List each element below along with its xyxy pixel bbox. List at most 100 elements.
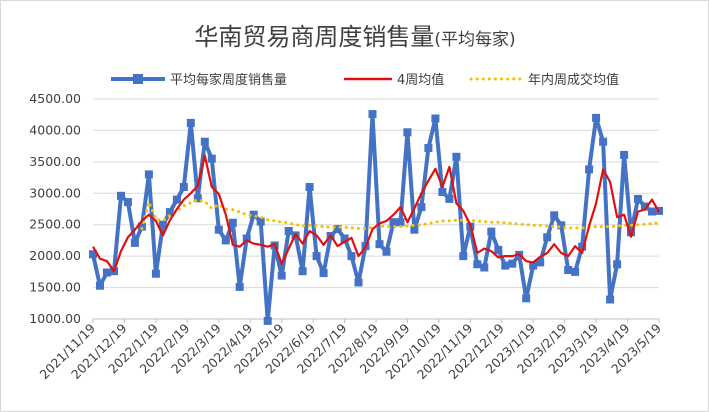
series-line	[91, 112, 660, 323]
series-point	[186, 118, 195, 127]
series-point	[305, 183, 314, 191]
legend-item-weekly-sales: 平均每家周度销售量	[111, 72, 287, 88]
series-point	[144, 170, 153, 179]
y-tick-label: 4500.00	[29, 91, 81, 106]
series-point	[487, 227, 496, 236]
series-point	[529, 261, 538, 270]
legend-item-4week-avg: 4周均值	[344, 72, 444, 88]
legend-label-annual-avg: 年内周成交均值	[528, 72, 619, 88]
series-point	[235, 282, 244, 291]
series-point	[648, 207, 656, 216]
series-point	[620, 150, 629, 159]
series-point	[599, 137, 608, 146]
chart-title-sub: (平均每家)	[434, 30, 515, 50]
series-point	[130, 238, 139, 247]
series-point	[410, 225, 419, 234]
series-point	[550, 211, 559, 220]
series-point	[494, 245, 503, 254]
legend-item-annual-avg: 年内周成交均值	[469, 72, 619, 88]
legend: 平均每家周度销售量 4周均值 年内周成交均值	[111, 72, 619, 88]
series-point	[452, 152, 461, 161]
series-point	[214, 225, 223, 234]
series-point	[382, 247, 391, 256]
series-point	[473, 260, 482, 269]
series-point	[480, 263, 489, 272]
series-point	[319, 269, 328, 278]
series-point	[522, 294, 531, 303]
series-point	[333, 225, 342, 234]
series-point	[263, 316, 272, 325]
series-point	[417, 203, 426, 212]
series-point	[228, 218, 237, 227]
series-point	[571, 267, 580, 276]
series-point	[536, 258, 545, 267]
series-point	[89, 250, 97, 259]
series-point	[564, 266, 573, 274]
series-point	[424, 144, 433, 152]
y-tick-label: 3500.00	[29, 154, 81, 169]
series-point	[445, 194, 454, 203]
series-point	[389, 218, 398, 227]
x-axis: 2021/11/192021/12/192022/1/192022/2/1920…	[37, 318, 664, 382]
y-tick-label: 1000.00	[29, 311, 81, 326]
series-point	[207, 154, 216, 163]
series-point	[375, 240, 384, 249]
series-point	[627, 228, 635, 237]
series-point	[459, 252, 468, 261]
series-point	[165, 208, 174, 217]
series-point	[557, 221, 566, 230]
series-point	[634, 194, 642, 203]
y-axis-ticks: 1000.00 1500.00 2000.00 2500.00 3000.00 3500.…	[29, 91, 81, 326]
y-tick-label: 3000.00	[29, 185, 81, 200]
series-point	[438, 188, 447, 196]
series-point	[340, 234, 349, 243]
series-point	[501, 261, 510, 270]
series-point	[403, 128, 412, 137]
series-point	[508, 259, 517, 268]
series-point	[606, 295, 615, 304]
series-point	[543, 233, 552, 242]
y-tick-label: 2000.00	[29, 248, 81, 263]
series-line	[92, 154, 660, 273]
series-point	[312, 252, 321, 261]
series-point	[96, 281, 104, 290]
chart-title: 华南贸易商周度销售量(平均每家)	[194, 23, 515, 51]
series-point	[193, 194, 202, 203]
series-point	[368, 110, 377, 119]
series-line	[140, 198, 661, 230]
series-point	[578, 242, 587, 251]
series-point	[123, 198, 132, 207]
y-tick-label: 4000.00	[29, 122, 81, 137]
series-point	[277, 271, 286, 280]
series-point	[585, 165, 594, 174]
legend-label-weekly-sales: 平均每家周度销售量	[170, 72, 287, 88]
legend-marker-weekly-sales	[133, 74, 143, 84]
series-point	[641, 202, 649, 211]
series-point	[354, 278, 363, 287]
series-point	[117, 191, 125, 200]
series-point	[347, 252, 356, 261]
series-point	[151, 269, 160, 278]
series-point	[221, 236, 230, 245]
series-point	[158, 220, 167, 229]
series-point	[298, 267, 307, 276]
series-point	[103, 268, 111, 277]
series-point	[592, 113, 601, 122]
series-point	[172, 195, 181, 204]
series-point	[396, 218, 405, 227]
series-point	[256, 217, 265, 226]
series-point	[431, 114, 440, 123]
series-point	[200, 137, 209, 146]
series-point	[613, 260, 622, 269]
series-point	[284, 227, 293, 235]
series-point	[179, 183, 188, 191]
series-point	[242, 234, 251, 243]
y-tick-label: 2500.00	[29, 217, 81, 232]
chart-title-main: 华南贸易商周度销售量	[194, 23, 434, 51]
legend-label-4week-avg: 4周均值	[397, 72, 444, 88]
series-layer	[89, 110, 663, 325]
series-point	[249, 210, 258, 219]
y-tick-label: 1500.00	[29, 280, 81, 295]
